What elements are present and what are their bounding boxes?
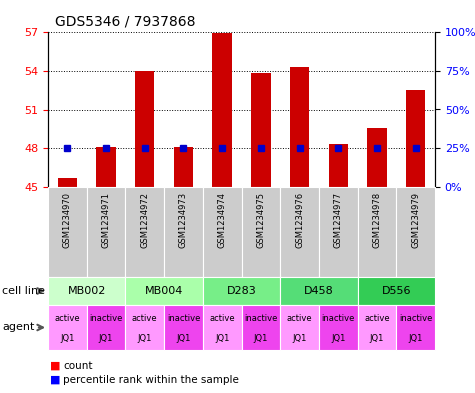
Text: JQ1: JQ1 xyxy=(60,334,75,343)
Bar xyxy=(96,147,116,187)
Text: ■: ■ xyxy=(50,361,60,371)
Bar xyxy=(319,305,358,350)
Text: ■: ■ xyxy=(50,375,60,385)
Bar xyxy=(396,187,435,277)
Text: GSM1234976: GSM1234976 xyxy=(295,191,304,248)
Bar xyxy=(174,147,193,187)
Bar xyxy=(319,187,358,277)
Text: active: active xyxy=(364,314,390,323)
Bar xyxy=(280,305,319,350)
Text: agent: agent xyxy=(2,323,34,332)
Text: count: count xyxy=(63,361,93,371)
Text: MB002: MB002 xyxy=(67,286,106,296)
Bar xyxy=(212,33,232,187)
Bar xyxy=(164,305,203,350)
Text: GSM1234973: GSM1234973 xyxy=(179,191,188,248)
Bar xyxy=(203,305,241,350)
Text: GSM1234974: GSM1234974 xyxy=(218,191,227,248)
Bar xyxy=(203,187,241,277)
Bar xyxy=(290,67,309,187)
Bar xyxy=(358,277,435,305)
Text: GSM1234972: GSM1234972 xyxy=(140,191,149,248)
Bar xyxy=(164,187,203,277)
Bar xyxy=(280,187,319,277)
Text: JQ1: JQ1 xyxy=(370,334,384,343)
Text: JQ1: JQ1 xyxy=(215,334,229,343)
Text: JQ1: JQ1 xyxy=(99,334,113,343)
Bar xyxy=(251,73,271,187)
Bar xyxy=(87,187,125,277)
Text: MB004: MB004 xyxy=(145,286,183,296)
Text: D556: D556 xyxy=(381,286,411,296)
Bar xyxy=(358,187,396,277)
Bar xyxy=(406,90,425,187)
Bar xyxy=(203,277,280,305)
Text: inactive: inactive xyxy=(399,314,432,323)
Text: GSM1234979: GSM1234979 xyxy=(411,191,420,248)
Text: active: active xyxy=(55,314,80,323)
Bar xyxy=(125,305,164,350)
Bar xyxy=(241,187,280,277)
Bar xyxy=(135,71,154,187)
Bar xyxy=(396,305,435,350)
Bar xyxy=(57,178,77,187)
Text: inactive: inactive xyxy=(244,314,277,323)
Text: active: active xyxy=(209,314,235,323)
Text: cell line: cell line xyxy=(2,286,45,296)
Text: JQ1: JQ1 xyxy=(254,334,268,343)
Text: D458: D458 xyxy=(304,286,334,296)
Text: inactive: inactive xyxy=(89,314,123,323)
Bar xyxy=(87,305,125,350)
Text: inactive: inactive xyxy=(167,314,200,323)
Text: GSM1234970: GSM1234970 xyxy=(63,191,72,248)
Text: percentile rank within the sample: percentile rank within the sample xyxy=(63,375,239,385)
Text: D283: D283 xyxy=(227,286,256,296)
Bar xyxy=(125,277,203,305)
Bar xyxy=(367,128,387,187)
Text: GDS5346 / 7937868: GDS5346 / 7937868 xyxy=(55,14,196,28)
Text: inactive: inactive xyxy=(322,314,355,323)
Text: JQ1: JQ1 xyxy=(331,334,345,343)
Text: active: active xyxy=(287,314,313,323)
Bar xyxy=(280,277,358,305)
Text: GSM1234978: GSM1234978 xyxy=(372,191,381,248)
Bar xyxy=(358,305,396,350)
Bar xyxy=(241,305,280,350)
Bar xyxy=(48,187,87,277)
Text: active: active xyxy=(132,314,158,323)
Text: GSM1234977: GSM1234977 xyxy=(334,191,343,248)
Text: JQ1: JQ1 xyxy=(176,334,190,343)
Text: JQ1: JQ1 xyxy=(293,334,307,343)
Bar xyxy=(48,305,87,350)
Text: JQ1: JQ1 xyxy=(138,334,152,343)
Bar xyxy=(48,277,125,305)
Text: JQ1: JQ1 xyxy=(408,334,423,343)
Text: GSM1234971: GSM1234971 xyxy=(102,191,111,248)
Bar xyxy=(329,144,348,187)
Text: GSM1234975: GSM1234975 xyxy=(256,191,266,248)
Bar xyxy=(125,187,164,277)
